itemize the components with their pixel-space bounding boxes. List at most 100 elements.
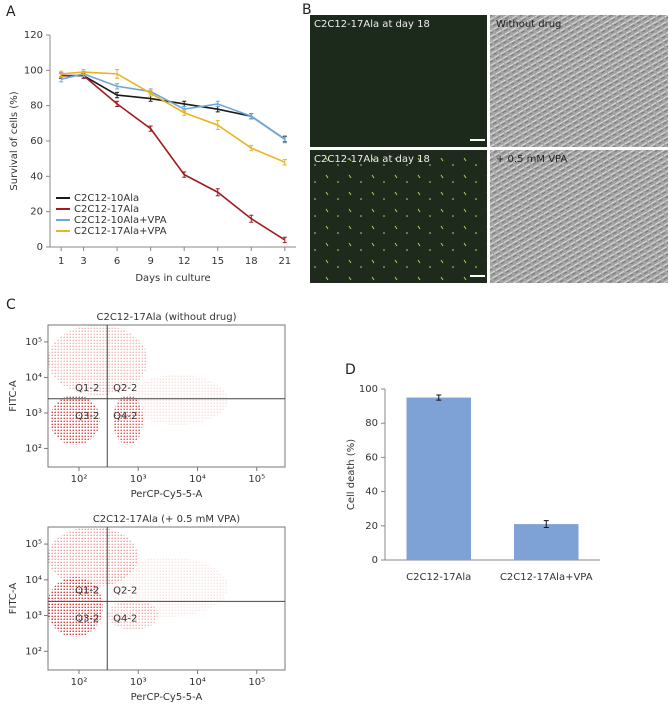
error-bar (81, 68, 86, 76)
image-caption: C2C12-17Ala at day 18 (314, 154, 430, 165)
series-line (61, 74, 286, 241)
y-tick-label: 10⁵ (25, 337, 42, 348)
fluorescence-image (310, 15, 487, 147)
panel-letter: B (302, 2, 312, 18)
y-tick-label: 60 (30, 136, 43, 147)
panel-letter: C (6, 297, 16, 313)
density-cloud (48, 325, 148, 395)
legend-label: C2C12-17Ala (74, 204, 139, 215)
bar (406, 397, 471, 560)
quadrant-label: Q2-2 (113, 383, 137, 394)
image-caption: + 0.5 mM VPA (496, 154, 567, 165)
legend-label: C2C12-10Ala+VPA (74, 215, 167, 226)
x-tick-label: 10² (71, 474, 88, 485)
quadrant-label: Q1-2 (75, 585, 99, 596)
error-bar (215, 100, 220, 108)
quadrant-label: Q3-2 (75, 613, 99, 624)
error-bar (182, 109, 187, 116)
plot-title: C2C12-17Ala (+ 0.5 mM VPA) (93, 514, 240, 525)
panel-letter: A (6, 4, 16, 20)
x-tick-label: 3 (80, 256, 86, 267)
plot-clouds (48, 527, 228, 637)
x-tick-label: 10⁴ (189, 474, 206, 485)
quadrant-label: Q1-2 (75, 383, 99, 394)
series-line (61, 71, 286, 163)
x-tick-label: 12 (178, 256, 191, 267)
x-tick-label: 15 (211, 256, 224, 267)
y-tick-label: 100 (24, 65, 43, 76)
x-axis-label: PerCP-Cy5-5-A (131, 692, 203, 703)
x-tick-label: 10⁴ (189, 677, 206, 688)
y-tick-label: 10⁴ (25, 372, 42, 383)
x-tick-label: 21 (278, 256, 291, 267)
error-bar (249, 214, 254, 223)
error-bar (282, 135, 287, 144)
error-bar (249, 113, 254, 120)
y-tick-label: 60 (365, 452, 378, 463)
error-bar (543, 520, 549, 529)
error-bar (148, 125, 153, 132)
y-axis-label: Cell death (%) (346, 439, 357, 510)
x-tick-label: 18 (245, 256, 258, 267)
density-cloud (50, 395, 100, 445)
quadrant-label: Q2-2 (113, 585, 137, 596)
error-bar (115, 100, 120, 108)
x-tick-label: 9 (147, 256, 153, 267)
panel-letter: D (345, 362, 356, 378)
error-bar (282, 236, 287, 244)
error-bar (282, 159, 287, 166)
error-bar (115, 91, 120, 99)
x-tick-label: 10⁵ (248, 474, 265, 485)
error-bar (249, 144, 254, 152)
y-tick-label: 10³ (25, 408, 42, 419)
y-axis-label: Survival of cells (%) (9, 91, 20, 190)
y-tick-label: 10⁵ (25, 539, 42, 550)
y-tick-label: 10² (25, 443, 42, 454)
error-bar (115, 68, 120, 79)
error-bar (59, 70, 64, 78)
plot-clouds (48, 325, 228, 445)
y-tick-label: 10⁴ (25, 575, 42, 586)
x-tick-label: 10³ (130, 474, 147, 485)
x-tick-label: 10² (71, 677, 88, 688)
y-tick-label: 40 (365, 487, 378, 498)
density-cloud (48, 577, 103, 637)
legend-label: C2C12-17Ala+VPA (74, 226, 167, 237)
y-tick-label: 0 (37, 242, 43, 253)
plot-frame (47, 324, 286, 468)
x-tick-label: C2C12-17Ala (406, 572, 471, 583)
series-line (60, 73, 286, 140)
density-cloud (128, 375, 228, 425)
x-tick-label: 10³ (130, 677, 147, 688)
x-tick-label: C2C12-17Ala+VPA (500, 572, 593, 583)
error-bar (148, 90, 153, 97)
density-cloud (108, 557, 228, 617)
error-bar (215, 120, 220, 131)
y-tick-label: 20 (365, 521, 378, 532)
image-panel: B C2C12-17Ala at day 18 Without drug C2C… (302, 2, 668, 283)
quadrant-label: Q4-2 (113, 411, 137, 422)
density-cloud (48, 527, 138, 587)
x-tick-label: 6 (114, 256, 120, 267)
y-tick-label: 100 (359, 384, 378, 395)
plot-title: C2C12-17Ala (without drug) (96, 312, 236, 323)
phase-image (490, 15, 668, 147)
legend-label: C2C12-10Ala (74, 193, 139, 204)
x-tick-label: 1 (58, 256, 64, 267)
y-tick-label: 20 (30, 207, 43, 218)
y-tick-label: 40 (30, 171, 43, 182)
error-bar (436, 394, 442, 401)
image-caption: C2C12-17Ala at day 18 (314, 19, 430, 30)
y-tick-label: 0 (372, 555, 378, 566)
y-tick-label: 80 (30, 101, 43, 112)
y-axis-label: FITC-A (8, 380, 19, 412)
y-axis-label: FITC-A (8, 583, 19, 615)
quadrant-label: Q4-2 (113, 613, 137, 624)
x-axis-label: PerCP-Cy5-5-A (131, 489, 203, 500)
image-caption: Without drug (496, 19, 561, 30)
bar (514, 524, 579, 560)
quadrant-label: Q3-2 (75, 411, 99, 422)
y-tick-label: 10² (25, 646, 42, 657)
